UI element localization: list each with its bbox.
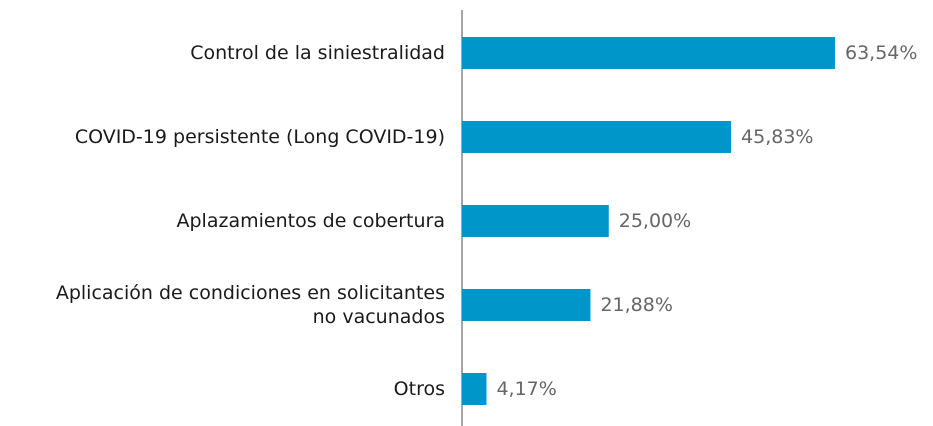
value-label: 21,88% — [600, 294, 673, 316]
category-label: Control de la siniestralidad — [190, 42, 445, 64]
value-label: 4,17% — [496, 378, 557, 400]
category-label: Otros — [393, 378, 445, 400]
category-label: COVID-19 persistente (Long COVID-19) — [74, 126, 445, 148]
bar — [462, 121, 732, 153]
value-label: 25,00% — [618, 210, 692, 232]
value-label: 63,54% — [845, 42, 918, 64]
value-label: 45,83% — [741, 126, 814, 148]
category-label: Aplazamientos de cobertura — [176, 210, 446, 232]
bar — [462, 289, 591, 321]
category-label: Aplicación de condiciones en solicitante… — [55, 282, 445, 328]
bar — [462, 37, 835, 69]
bar — [462, 373, 487, 405]
bar — [462, 205, 609, 237]
